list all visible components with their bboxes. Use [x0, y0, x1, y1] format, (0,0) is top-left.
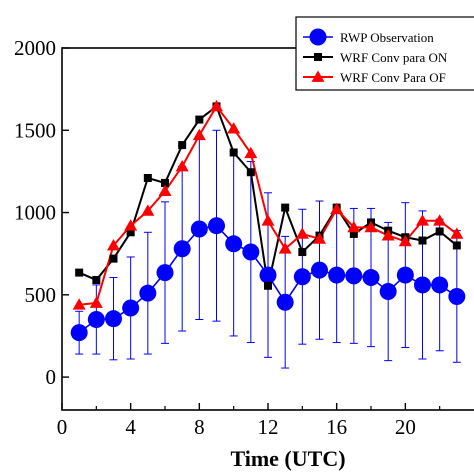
- data-point-square: [178, 141, 187, 150]
- axis-ticks-layer: [61, 47, 441, 410]
- data-point-square: [92, 276, 101, 285]
- data-point-square: [264, 281, 272, 290]
- y-tick-label: 1500: [14, 118, 56, 142]
- x-tick-label: 0: [57, 415, 68, 439]
- data-point-square: [109, 254, 118, 263]
- data-point-triangle: [278, 242, 292, 254]
- data-point-circle: [362, 269, 380, 287]
- data-point-triangle: [72, 298, 86, 310]
- data-point-circle: [122, 299, 140, 317]
- data-point-circle: [208, 217, 225, 235]
- data-point-triangle: [158, 184, 172, 197]
- data-point-triangle: [381, 229, 395, 241]
- data-point-triangle: [89, 296, 103, 308]
- data-point-square: [418, 236, 427, 245]
- data-point-circle: [87, 311, 105, 328]
- tick-labels-layer: 0 4 8 12 16 20 0 500 1000 1500 2000: [14, 36, 416, 439]
- data-point-circle: [225, 235, 243, 253]
- y-tick-label: 1000: [14, 201, 56, 225]
- legend-label: WRF Conv Para OF: [340, 70, 446, 85]
- data-point-circle: [293, 268, 311, 286]
- data-point-triangle: [313, 232, 326, 244]
- y-tick-label: 500: [25, 283, 57, 307]
- data-point-triangle: [450, 227, 464, 239]
- data-point-square: [126, 228, 135, 237]
- data-point-circle: [173, 240, 191, 258]
- data-point-square: [229, 148, 238, 157]
- data-point-triangle: [364, 220, 378, 233]
- data-point-circle: [105, 310, 122, 328]
- x-tick-label: 20: [395, 415, 416, 439]
- error-bars-layer: [75, 129, 461, 369]
- data-point-circle: [431, 276, 449, 294]
- data-point-square: [452, 241, 461, 250]
- data-point-circle: [311, 261, 328, 279]
- x-tick-label: 4: [125, 415, 136, 439]
- x-tick-label: 12: [258, 415, 279, 439]
- data-point-circle: [259, 266, 277, 284]
- data-point-triangle: [347, 220, 361, 233]
- data-point-square: [281, 203, 290, 212]
- data-point-triangle: [124, 219, 138, 231]
- legend-marker-triangle: [311, 70, 325, 82]
- data-point-triangle: [107, 238, 120, 251]
- data-point-circle: [448, 287, 466, 305]
- legend-label: WRF Conv para ON: [340, 50, 448, 65]
- legend-marker-square: [314, 53, 322, 61]
- legend-items: RWP Observation WRF Conv para ON WRF Conv …: [303, 28, 448, 85]
- data-point-triangle: [192, 128, 206, 141]
- data-point-square: [246, 168, 255, 177]
- data-point-square: [161, 178, 169, 187]
- series-markers-layer: [70, 99, 466, 342]
- legend-marker-circle: [309, 28, 327, 46]
- data-point-circle: [139, 284, 157, 302]
- data-point-square: [298, 248, 307, 257]
- data-point-triangle: [295, 227, 309, 239]
- data-point-triangle: [330, 202, 344, 215]
- x-tick-label: 16: [326, 415, 347, 439]
- x-tick-label: 8: [194, 415, 205, 439]
- data-point-circle: [414, 276, 431, 294]
- y-tick-label: 0: [46, 365, 57, 389]
- x-axis-title: Time (UTC): [230, 446, 345, 471]
- data-point-square: [195, 115, 204, 124]
- data-point-triangle: [261, 214, 275, 226]
- data-point-circle: [328, 266, 346, 284]
- data-point-square: [143, 173, 152, 182]
- data-point-circle: [70, 324, 88, 342]
- data-point-triangle: [141, 204, 155, 216]
- data-point-triangle: [398, 234, 412, 247]
- data-point-triangle: [244, 146, 258, 159]
- data-point-square: [349, 229, 358, 238]
- data-point-triangle: [433, 214, 447, 226]
- data-point-square: [75, 268, 84, 277]
- data-point-triangle: [210, 99, 223, 112]
- data-point-triangle: [416, 214, 429, 226]
- data-point-square: [435, 227, 444, 236]
- data-point-circle: [396, 266, 414, 284]
- data-point-circle: [345, 267, 363, 285]
- y-tick-label: 2000: [14, 36, 56, 60]
- data-point-circle: [379, 283, 397, 301]
- data-point-circle: [276, 293, 294, 311]
- plot-area-frame: [61, 47, 474, 411]
- data-point-circle: [156, 264, 174, 282]
- data-point-circle: [242, 243, 260, 261]
- data-point-triangle: [175, 159, 189, 172]
- data-point-circle: [190, 220, 208, 238]
- legend-label: RWP Observation: [340, 30, 434, 45]
- data-point-triangle: [227, 122, 241, 134]
- legend: RWP Observation WRF Conv para ON WRF Conv …: [295, 16, 474, 91]
